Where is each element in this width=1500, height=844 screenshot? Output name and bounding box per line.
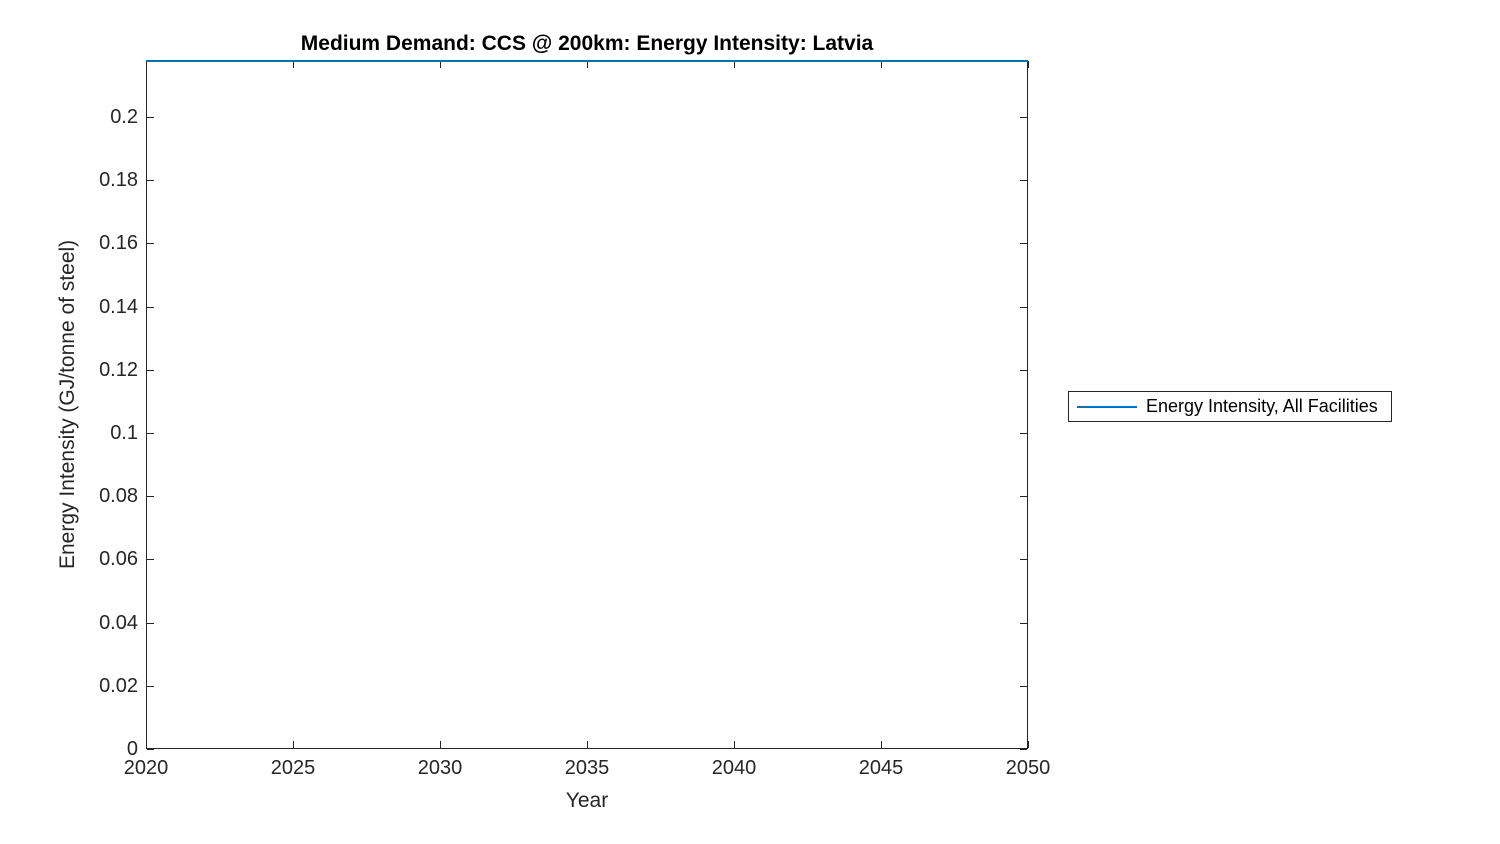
axis-tick-mark: [734, 741, 735, 748]
axis-tick-mark: [293, 61, 294, 68]
y-tick-label: 0.08: [99, 485, 138, 508]
axis-tick-mark: [147, 496, 154, 498]
series-line-energy-intensity-all-facilities: [146, 60, 1028, 62]
x-tick-label: 2045: [858, 757, 904, 779]
y-tick-label: 0.02: [99, 674, 138, 697]
plot-area: [146, 60, 1029, 750]
axis-tick-mark: [1020, 243, 1027, 245]
axis-tick-mark: [440, 61, 441, 68]
y-axis-label: Energy Intensity (GJ/tonne of steel): [56, 239, 79, 570]
axis-tick-mark: [147, 749, 154, 750]
y-tick-label: 0: [126, 738, 138, 760]
axis-tick-mark: [146, 61, 147, 68]
y-tick-label: 0.12: [99, 358, 138, 381]
x-tick-label: 2040: [711, 757, 757, 779]
legend-line-sample-icon: [1077, 405, 1137, 408]
axis-tick-mark: [881, 741, 882, 748]
axis-tick-mark: [1020, 559, 1027, 561]
y-tick-label: 0.16: [99, 232, 138, 255]
axis-tick-mark: [147, 243, 154, 245]
y-tick-label: 0.2: [110, 105, 138, 128]
axis-tick-mark: [1020, 306, 1027, 308]
axis-tick-mark: [587, 741, 588, 748]
axis-tick-mark: [1020, 432, 1027, 434]
axis-tick-mark: [147, 622, 154, 624]
axis-tick-mark: [1020, 369, 1027, 371]
legend: Energy Intensity, All Facilities: [1068, 391, 1392, 422]
y-tick-label: 0.06: [99, 548, 138, 571]
axis-tick-mark: [587, 61, 588, 68]
axis-tick-mark: [1020, 180, 1027, 182]
x-tick-label: 2030: [417, 757, 463, 779]
x-tick-label: 2050: [1005, 757, 1051, 779]
y-tick-label: 0.04: [99, 611, 138, 634]
axis-tick-mark: [1028, 61, 1029, 68]
chart-title: Medium Demand: CCS @ 200km: Energy Inten…: [300, 32, 874, 55]
axis-tick-mark: [734, 61, 735, 68]
x-tick-label: 2020: [123, 757, 169, 779]
axis-tick-mark: [147, 685, 154, 687]
axis-tick-mark: [1028, 741, 1029, 748]
axis-tick-mark: [147, 306, 154, 308]
axis-tick-mark: [293, 741, 294, 748]
x-tick-label: 2035: [564, 757, 610, 779]
axis-tick-mark: [1020, 622, 1027, 624]
x-axis-label: Year: [565, 789, 609, 812]
axis-tick-mark: [147, 369, 154, 371]
axis-tick-mark: [1020, 496, 1027, 498]
axis-tick-mark: [147, 116, 154, 118]
axis-tick-mark: [1020, 685, 1027, 687]
axis-tick-mark: [147, 180, 154, 182]
axis-tick-mark: [881, 61, 882, 68]
axis-tick-mark: [147, 432, 154, 434]
y-tick-label: 0.14: [99, 295, 138, 318]
axis-tick-mark: [147, 559, 154, 561]
x-tick-label: 2025: [270, 757, 316, 779]
axis-tick-mark: [1020, 116, 1027, 118]
y-tick-label: 0.1: [110, 421, 138, 444]
axis-tick-mark: [146, 741, 147, 748]
axis-tick-mark: [1020, 749, 1027, 750]
legend-entry-label: Energy Intensity, All Facilities: [1146, 396, 1378, 416]
y-tick-label: 0.18: [99, 169, 138, 192]
axis-tick-mark: [440, 741, 441, 748]
